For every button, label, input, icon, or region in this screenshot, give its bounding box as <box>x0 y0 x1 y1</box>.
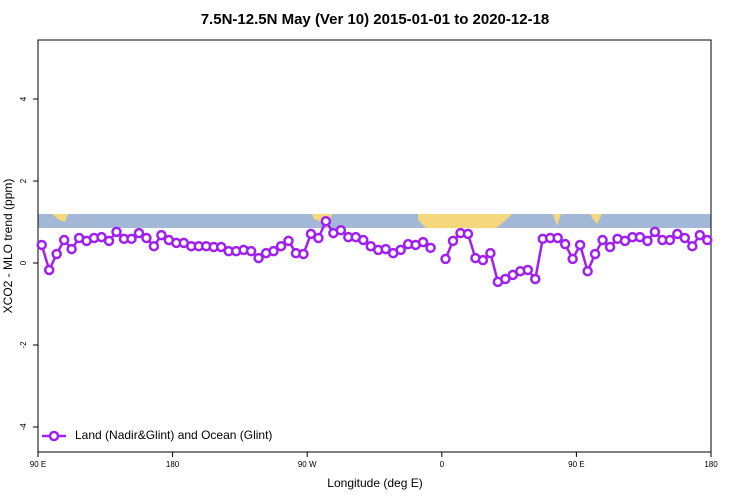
x-tick-label: 180 <box>166 460 180 469</box>
data-point <box>485 247 496 259</box>
data-point <box>447 235 459 247</box>
data-point <box>694 229 706 241</box>
data-point <box>141 232 152 244</box>
data-point <box>702 234 713 246</box>
y-tick-label: -2 <box>19 341 28 349</box>
data-point <box>642 235 653 247</box>
x-tick-label: 180 <box>704 460 718 469</box>
data-point <box>462 228 474 240</box>
data-point <box>522 264 534 276</box>
data-point <box>477 254 489 266</box>
x-axis-label: Longitude (deg E) <box>327 476 422 490</box>
data-point <box>559 238 571 250</box>
y-tick-label: 2 <box>19 178 28 183</box>
data-point <box>604 241 616 253</box>
data-point <box>283 235 294 247</box>
data-point <box>320 215 332 227</box>
data-point <box>298 248 309 260</box>
data-point <box>51 248 62 260</box>
data-point <box>66 243 77 255</box>
data-point <box>567 253 578 265</box>
data-point <box>133 227 145 239</box>
data-point <box>253 252 264 264</box>
map-strip <box>38 214 711 228</box>
data-point <box>111 226 122 238</box>
y-tick-label: 4 <box>19 96 28 101</box>
data-point <box>672 228 683 240</box>
data-point <box>156 229 167 241</box>
data-point <box>245 245 257 257</box>
data-point <box>268 245 279 257</box>
data-point <box>574 239 586 251</box>
data-point <box>36 239 47 251</box>
data-point <box>380 243 391 255</box>
x-tick-label: 90 E <box>568 460 584 469</box>
data-point <box>582 265 593 277</box>
data-point <box>126 233 137 245</box>
data-point <box>425 242 436 254</box>
data-point <box>500 273 511 285</box>
y-tick-label: -4 <box>19 423 28 431</box>
x-tick-label: 90 E <box>30 460 46 469</box>
data-point <box>313 232 324 244</box>
legend-label: Land (Nadir&Glint) and Ocean (Glint) <box>75 428 272 442</box>
x-tick-label: 90 W <box>298 460 317 469</box>
data-point <box>687 240 698 252</box>
y-axis-label: XCO2 - MLO trend (ppm) <box>1 179 15 314</box>
data-point <box>275 240 287 252</box>
data-point <box>649 226 661 238</box>
data-point <box>552 232 563 244</box>
data-point <box>440 253 451 265</box>
data-point <box>417 236 429 248</box>
chart-title: 7.5N-12.5N May (Ver 10) 2015-01-01 to 20… <box>201 11 550 28</box>
data-point <box>335 224 347 236</box>
data-point <box>597 234 608 246</box>
data-point <box>43 264 55 276</box>
data-point <box>395 244 406 256</box>
x-tick-label: 0 <box>440 460 445 469</box>
data-point <box>103 235 115 247</box>
data-point <box>664 234 676 246</box>
data-point <box>589 248 601 260</box>
data-point <box>679 232 691 244</box>
data-point <box>358 234 369 246</box>
data-point <box>148 240 160 252</box>
data-point <box>530 273 541 285</box>
legend-marker <box>48 430 60 442</box>
data-point <box>215 241 227 253</box>
data-point <box>58 234 70 246</box>
data-point <box>305 228 317 240</box>
y-tick-label: 0 <box>19 260 28 265</box>
